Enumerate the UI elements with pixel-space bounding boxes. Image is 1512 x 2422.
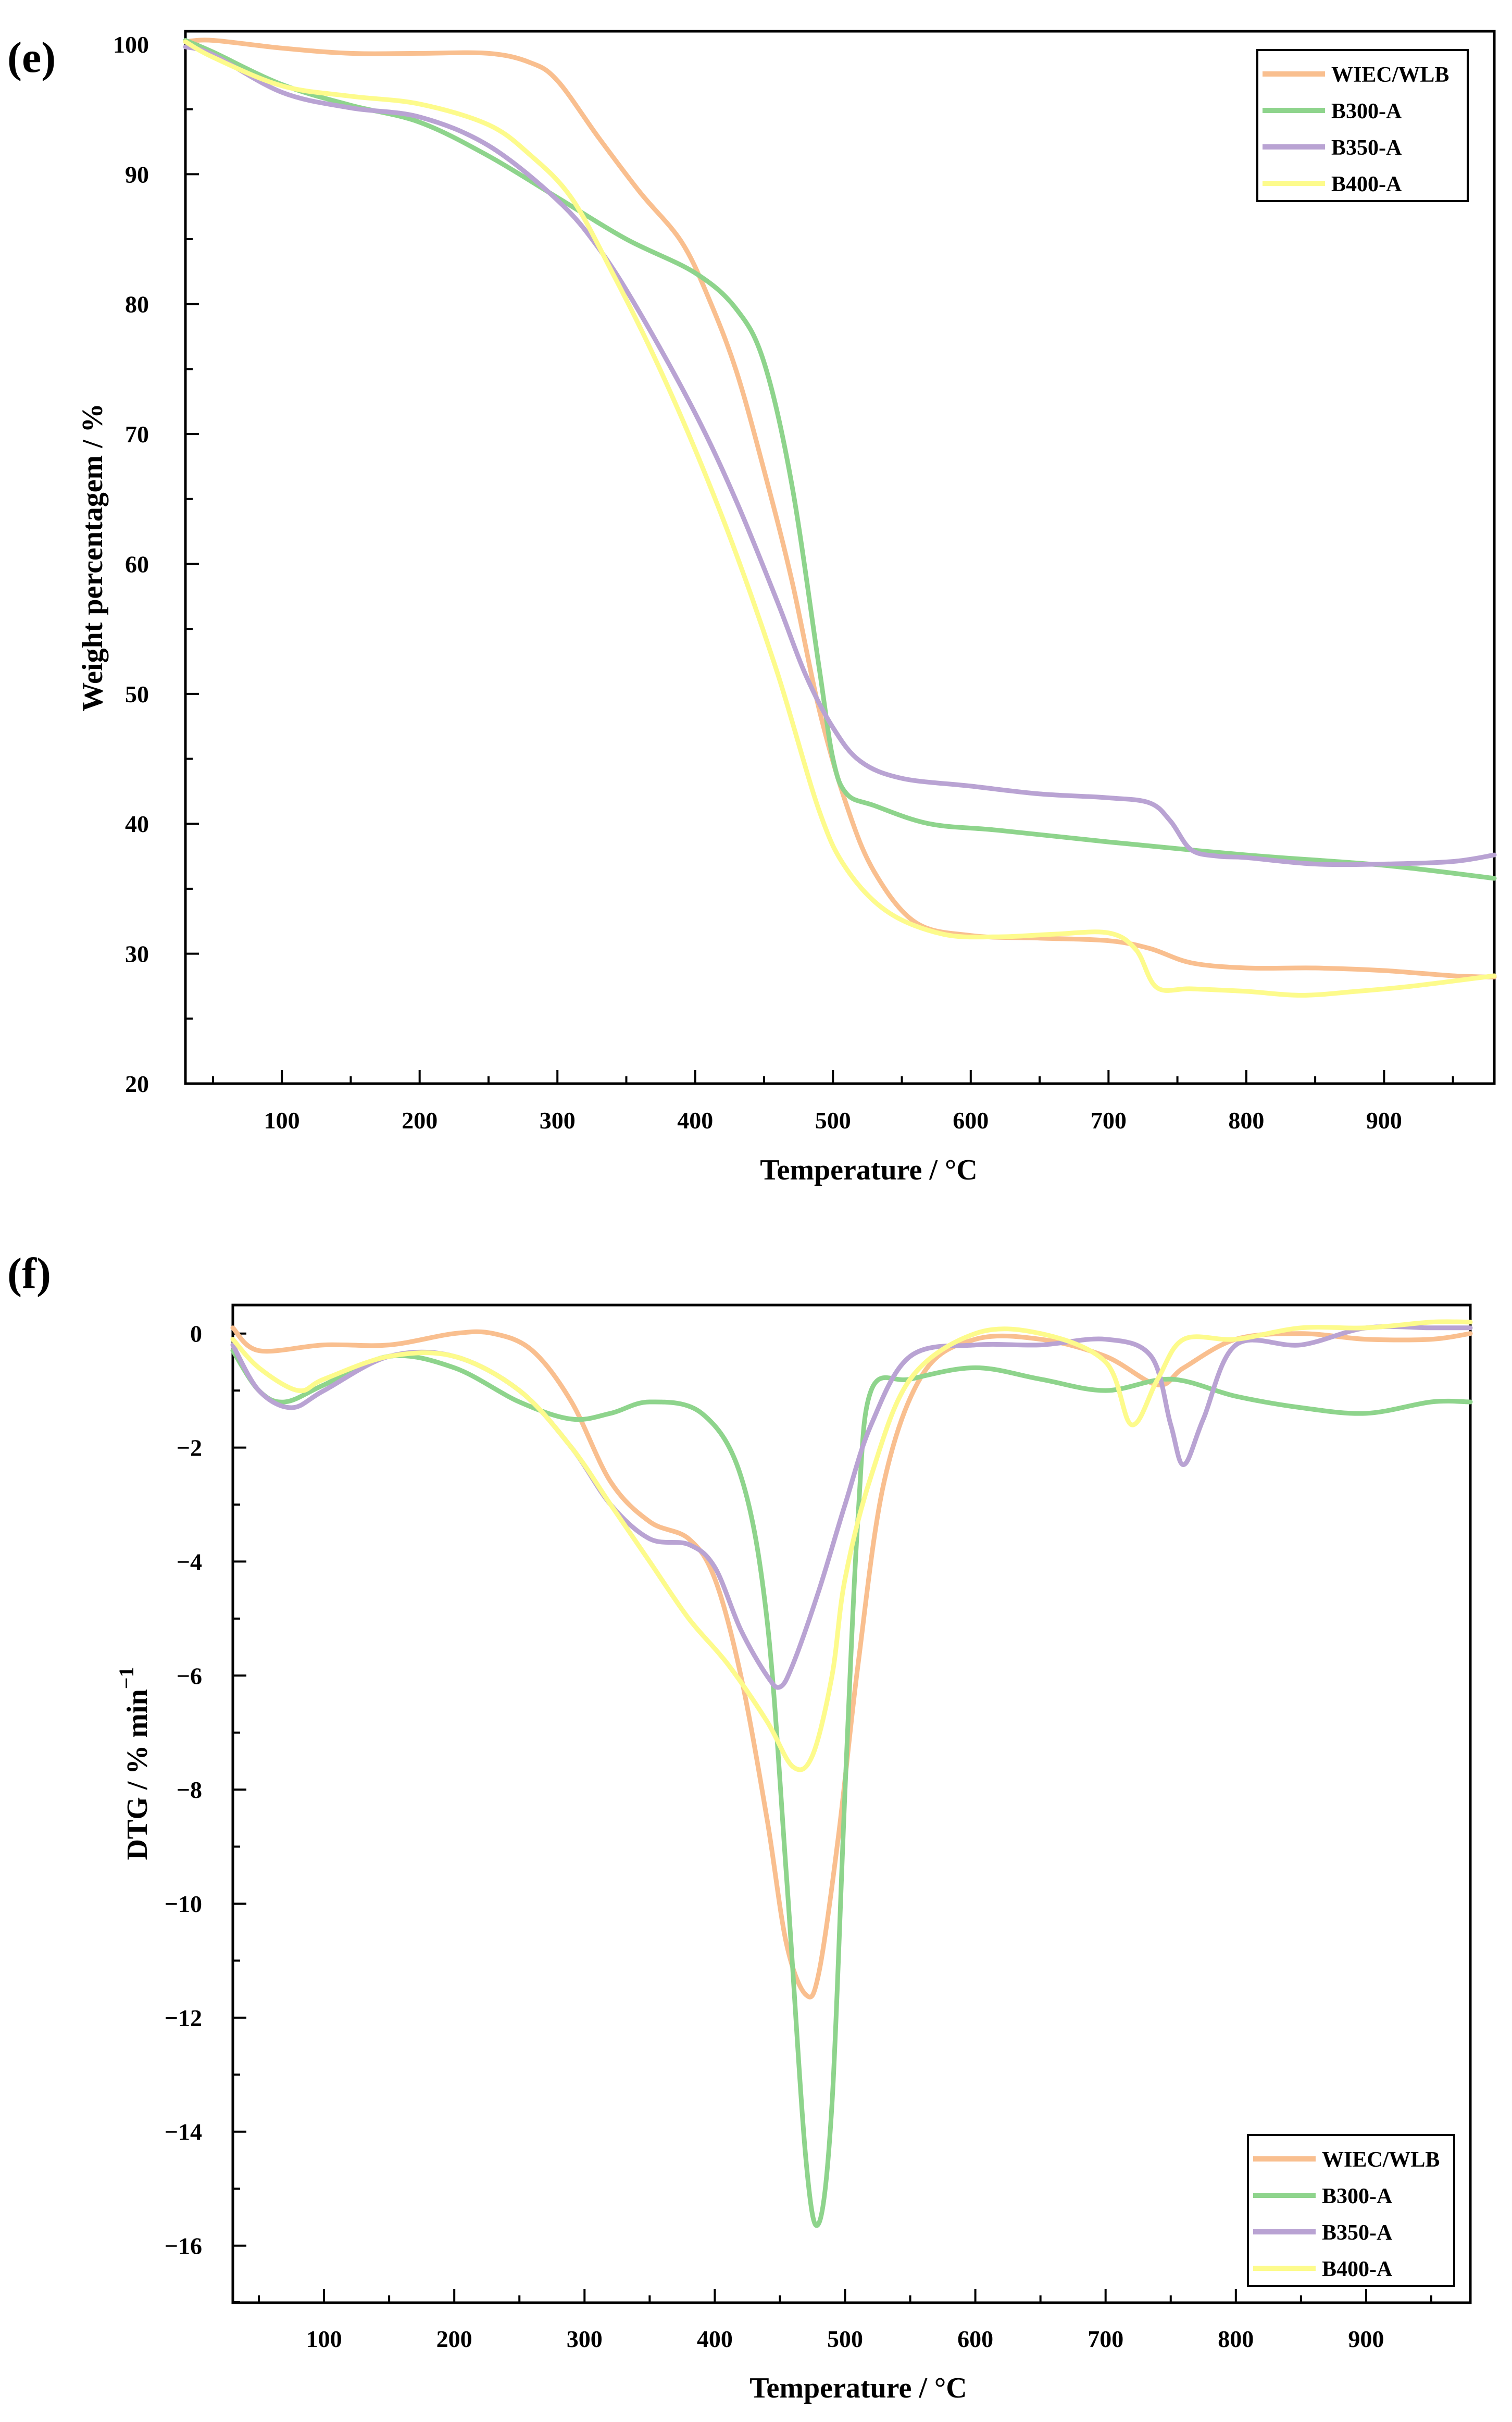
y-tick-label-f: −16: [165, 2233, 202, 2259]
legend-label-wiec-wlb-f: WIEC/WLB: [1322, 2148, 1440, 2172]
x-tick-label-f: 400: [697, 2326, 733, 2352]
series-group-e: [183, 38, 1497, 998]
x-tick-label-e: 200: [402, 1107, 438, 1134]
plot-frame-f: [231, 1303, 1472, 2304]
panel-label-f: (f): [7, 1249, 51, 1298]
x-tick-label-e: 800: [1228, 1107, 1264, 1134]
legend-label-b300-a-e: B300-A: [1331, 100, 1402, 123]
x-tick-label-f: 800: [1218, 2326, 1254, 2352]
axis-ticks-f: 100 200 300 400 500 600 700 800 900 0 −2 −4 −6 −8 −10 −…: [165, 1321, 1432, 2352]
y-axis-title-f-text: DTG / % min: [121, 1689, 154, 1860]
svg-text:DTG / % min−1: DTG / % min−1: [115, 1667, 154, 1860]
y-tick-label-f: 0: [190, 1321, 202, 1347]
y-tick-label-f: −4: [177, 1548, 202, 1575]
legend-label-b350-a-e: B350-A: [1331, 136, 1402, 160]
x-tick-label-f: 900: [1348, 2326, 1384, 2352]
x-tick-label-f: 200: [436, 2326, 472, 2352]
x-tick-label-e: 500: [815, 1107, 851, 1134]
x-tick-label-f: 100: [306, 2326, 342, 2352]
x-axis-title-f: Temperature / °C: [749, 2372, 967, 2404]
x-tick-label-e: 600: [953, 1107, 989, 1134]
axis-ticks-e: 100 200 300 400 500 600 700 800 900 20 30 40 50 60 70 8…: [113, 31, 1454, 1134]
series-line-b300-a-f: [230, 1348, 1473, 2228]
x-tick-label-e: 100: [264, 1107, 300, 1134]
panel-label-e: (e): [7, 33, 56, 82]
y-tick-label-f: −6: [177, 1662, 202, 1689]
dtg-chart: (f) 100 200 300 400 500 600 700 800 900 0 −2 −4 −6 −8…: [7, 1249, 1473, 2404]
y-tick-label-f: −12: [165, 2005, 202, 2031]
x-tick-label-f: 300: [567, 2326, 603, 2352]
y-axis-title-f: DTG / % min−1: [115, 1667, 154, 1860]
y-tick-label-f: −14: [165, 2119, 202, 2145]
weight-loss-chart: (e) 100 200 300 400 500 600 700 800 900 20 30 40 50 6…: [7, 30, 1497, 1186]
y-tick-label-e: 20: [125, 1071, 149, 1097]
legend-e: WIEC/WLB B300-A B350-A B400-A: [1256, 49, 1469, 202]
y-tick-label-e: 80: [125, 291, 149, 318]
x-tick-label-e: 700: [1091, 1107, 1127, 1134]
legend-label-b400-a-e: B400-A: [1331, 172, 1402, 196]
y-tick-label-f: −8: [177, 1777, 202, 1803]
series-group-f: [230, 1319, 1473, 2228]
series-line-wiec-wlb-e: [183, 38, 1497, 979]
legend-label-b350-a-f: B350-A: [1322, 2221, 1393, 2245]
legend-label-b400-a-f: B400-A: [1322, 2257, 1393, 2281]
x-tick-label-e: 400: [677, 1107, 713, 1134]
x-tick-label-e: 300: [540, 1107, 576, 1134]
y-tick-label-f: −10: [165, 1891, 202, 1917]
series-line-b400-a-f: [230, 1319, 1473, 1772]
x-tick-label-e: 900: [1366, 1107, 1402, 1134]
x-tick-label-f: 700: [1088, 2326, 1123, 2352]
y-axis-title-e: Weight percentagem / %: [77, 403, 109, 712]
series-line-b400-a-e: [183, 39, 1497, 998]
legend-f: WIEC/WLB B300-A B350-A B400-A: [1247, 2134, 1455, 2287]
x-tick-label-f: 500: [827, 2326, 863, 2352]
plot-frame-e: [184, 30, 1496, 1085]
y-tick-label-f: −2: [177, 1435, 202, 1461]
y-tick-label-e: 30: [125, 941, 149, 967]
y-tick-label-e: 60: [125, 551, 149, 577]
y-axis-title-f-superscript: −1: [115, 1667, 138, 1689]
y-tick-label-e: 50: [125, 681, 149, 707]
y-tick-label-e: 90: [125, 161, 149, 188]
y-tick-label-e: 100: [113, 31, 149, 58]
y-tick-label-e: 70: [125, 421, 149, 448]
y-tick-label-e: 40: [125, 811, 149, 837]
series-line-b350-a-e: [183, 44, 1497, 867]
x-tick-label-f: 600: [957, 2326, 993, 2352]
legend-label-wiec-wlb-e: WIEC/WLB: [1331, 63, 1449, 87]
legend-label-b300-a-f: B300-A: [1322, 2184, 1393, 2208]
series-line-b300-a-e: [183, 38, 1497, 881]
x-axis-title-e: Temperature / °C: [760, 1154, 977, 1186]
